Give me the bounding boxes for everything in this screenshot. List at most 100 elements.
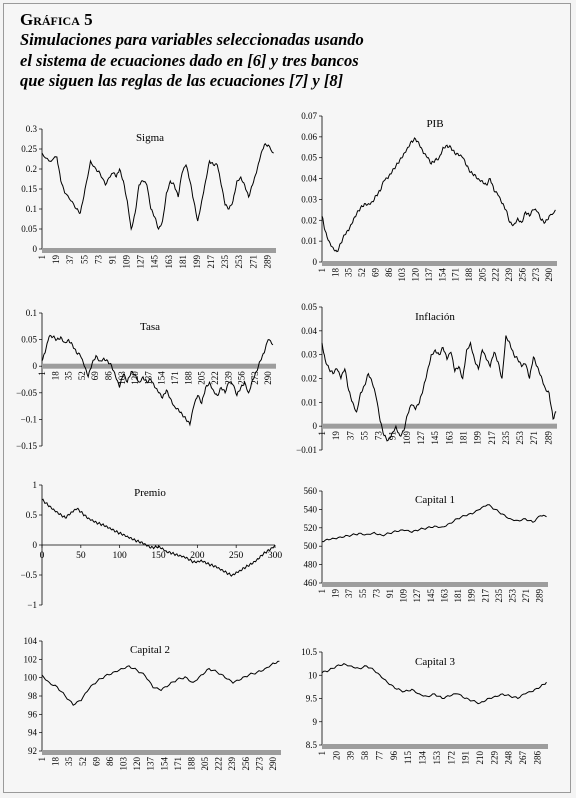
y-tick-label: 0 — [33, 361, 38, 371]
x-tick-label: 256 — [237, 371, 247, 385]
x-tick-label: 91 — [388, 431, 398, 440]
x-tick-label: 205 — [477, 268, 487, 282]
y-tick-label: 560 — [304, 486, 318, 496]
x-tick-label: 222 — [214, 757, 224, 771]
x-tick-label: 18 — [330, 268, 340, 278]
series-line — [41, 142, 274, 231]
x-tick-label: 20 — [331, 751, 341, 761]
x-tick-label: 109 — [399, 589, 409, 603]
x-tick-label: 163 — [444, 431, 454, 445]
x-tick-label: 163 — [439, 589, 449, 603]
x-tick-label: 127 — [412, 589, 422, 603]
y-tick-label: 104 — [24, 636, 38, 646]
x-tick-label: 181 — [178, 255, 188, 269]
figure-caption-line: el sistema de ecuaciones dado en [6] y t… — [20, 50, 359, 70]
x-tick-label: 58 — [360, 751, 370, 761]
x-tick-label: 1 — [37, 371, 47, 376]
y-tick-label: 92 — [28, 746, 37, 756]
figure-heading: Gráfica 5 Simulaciones para variables se… — [20, 10, 560, 92]
x-tick-label: 273 — [254, 757, 264, 771]
x-tick-label: 37 — [65, 255, 75, 265]
x-tick-label: 127 — [136, 255, 146, 269]
x-tick-label: 289 — [543, 431, 553, 445]
x-tick-label: 86 — [384, 268, 394, 278]
y-tick-label: −1 — [27, 600, 37, 610]
x-tick-label: 127 — [416, 431, 426, 445]
x-tick-label: 271 — [529, 431, 539, 445]
x-tick-label: 191 — [461, 751, 471, 765]
x-tick-label: 109 — [402, 431, 412, 445]
series-line — [322, 504, 547, 543]
x-tick-label: 267 — [518, 751, 528, 765]
x-tick-label: 154 — [159, 757, 169, 771]
y-tick-label: 0.01 — [301, 397, 317, 407]
y-tick-label: 0.02 — [301, 374, 317, 384]
chart-title: Inflación — [415, 311, 455, 323]
x-tick-label: 1 — [317, 268, 327, 273]
y-tick-label: 96 — [28, 709, 38, 719]
y-tick-label: 0.5 — [26, 510, 38, 520]
x-tick-label: 52 — [357, 268, 367, 277]
y-tick-label: 0.04 — [301, 326, 317, 336]
x-tick-label: 171 — [173, 757, 183, 771]
y-tick-label: 540 — [304, 504, 318, 514]
chart-title: Capital 1 — [415, 494, 455, 506]
y-tick-label: 0 — [313, 421, 318, 431]
x-tick-label: 52 — [77, 371, 87, 380]
y-tick-label: 0.25 — [21, 144, 37, 154]
x-tick-label: 248 — [504, 751, 514, 765]
y-tick-label: 460 — [304, 578, 318, 588]
x-tick-label: 55 — [79, 255, 89, 265]
y-tick-label: 10.5 — [301, 647, 317, 657]
x-tick-label: 55 — [359, 431, 369, 441]
x-tick-label: 289 — [535, 589, 545, 603]
x-tick-label: 163 — [164, 255, 174, 269]
x-tick-label: 19 — [51, 255, 61, 265]
x-tick-label: 217 — [206, 255, 216, 269]
x-tick-label: 50 — [76, 551, 86, 561]
y-tick-label: 98 — [28, 691, 38, 701]
x-tick-label: 1 — [317, 431, 327, 436]
x-tick-label: 73 — [374, 431, 384, 441]
x-tick-label: 137 — [424, 268, 434, 282]
x-tick-label: 271 — [248, 255, 258, 269]
x-tick-label: 199 — [467, 589, 477, 603]
chart-title: PIB — [426, 118, 443, 130]
y-tick-label: 0.3 — [26, 124, 38, 134]
series-line — [41, 498, 276, 577]
x-tick-label: 86 — [104, 371, 114, 381]
x-tick-label: 222 — [210, 371, 220, 385]
x-tick-label: 1 — [317, 589, 327, 594]
x-axis-band — [322, 261, 557, 266]
x-tick-label: 290 — [268, 757, 278, 771]
y-tick-label: 0.2 — [26, 164, 37, 174]
x-tick-label: 200 — [190, 551, 205, 561]
x-tick-label: 73 — [93, 255, 103, 265]
chart-title: Premio — [134, 487, 166, 499]
y-tick-label: 0.05 — [301, 302, 317, 312]
x-tick-label: 181 — [453, 589, 463, 603]
y-tick-label: 0.05 — [21, 335, 37, 345]
x-tick-label: 0 — [40, 551, 45, 561]
x-tick-label: 137 — [143, 371, 153, 385]
y-tick-label: 9.5 — [306, 694, 318, 704]
x-tick-label: 1 — [37, 757, 47, 762]
x-tick-label: 109 — [122, 255, 132, 269]
x-tick-label: 253 — [507, 589, 517, 603]
x-tick-label: 273 — [531, 268, 541, 282]
x-tick-label: 235 — [494, 589, 504, 603]
x-tick-label: 300 — [268, 551, 283, 561]
x-tick-label: 154 — [157, 371, 167, 385]
y-tick-label: 94 — [28, 728, 38, 738]
x-tick-label: 239 — [227, 757, 237, 771]
x-tick-label: 91 — [107, 255, 117, 264]
x-axis-band — [322, 744, 548, 749]
y-tick-label: 0.04 — [301, 174, 317, 184]
y-tick-label: 0.03 — [301, 194, 317, 204]
y-tick-label: 0.06 — [301, 132, 317, 142]
y-tick-label: −0.1 — [21, 414, 37, 424]
x-tick-label: 120 — [411, 268, 421, 282]
x-tick-label: 235 — [501, 431, 511, 445]
figure-label: Gráfica 5 — [20, 10, 93, 29]
series-line — [41, 660, 280, 706]
